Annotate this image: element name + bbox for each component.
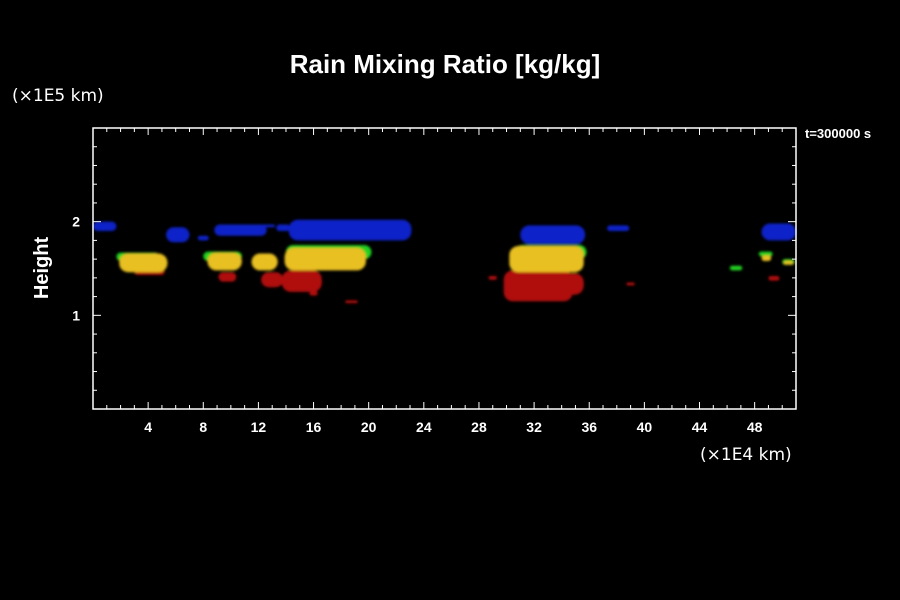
x-tick-label: 4 <box>144 419 152 435</box>
x-tick-label: 40 <box>637 419 653 435</box>
y-tick-labels: 12 <box>72 214 80 324</box>
chart-title: Rain Mixing Ratio [kg/kg] <box>290 49 601 79</box>
red-rain-region <box>503 270 573 302</box>
yellow-rain-region <box>119 253 168 273</box>
x-tick-label: 28 <box>471 419 487 435</box>
red-rain-region <box>626 282 635 286</box>
x-tick-label: 36 <box>581 419 597 435</box>
blue-rain-region <box>761 223 796 241</box>
x-tick-label: 16 <box>306 419 322 435</box>
y-tick-label: 2 <box>72 214 80 230</box>
red-rain-region <box>309 290 318 296</box>
yellow-rain-region <box>284 247 366 271</box>
x-scale-label: (×1E4 km) <box>700 445 792 465</box>
plot-background <box>93 128 796 409</box>
x-tick-label: 20 <box>361 419 377 435</box>
red-rain-region <box>564 273 584 295</box>
red-rain-region <box>768 275 780 281</box>
red-rain-region <box>261 272 284 288</box>
red-rain-region <box>345 300 358 304</box>
red-rain-region <box>488 275 497 280</box>
y-tick-label: 1 <box>72 307 80 323</box>
blue-rain-region <box>520 225 586 245</box>
time-label: t=300000 s <box>805 126 871 141</box>
blue-rain-region <box>276 224 291 232</box>
y-axis-label: Height <box>31 237 53 300</box>
plot-area <box>92 127 797 410</box>
x-tick-label: 44 <box>692 419 708 435</box>
blue-rain-region <box>288 219 412 241</box>
x-tick-label: 8 <box>199 419 207 435</box>
x-tick-label: 48 <box>747 419 763 435</box>
x-tick-label: 24 <box>416 419 432 435</box>
blue-rain-region <box>261 224 275 228</box>
blue-rain-region <box>197 235 209 241</box>
yellow-rain-region <box>251 253 278 271</box>
x-tick-label: 32 <box>526 419 542 435</box>
yellow-rain-region <box>783 261 794 265</box>
green-rain-region <box>758 251 773 257</box>
y-scale-label: (×1E5 km) <box>12 86 104 106</box>
plot-frame <box>92 127 797 410</box>
blue-rain-region <box>214 224 267 236</box>
blue-rain-region <box>93 221 117 232</box>
yellow-rain-region <box>509 246 584 273</box>
rain-field <box>93 219 796 304</box>
yellow-rain-region <box>207 252 242 271</box>
blue-rain-region <box>166 227 190 243</box>
red-rain-region <box>218 272 237 282</box>
blue-rain-region <box>607 225 630 232</box>
green-rain-region <box>729 265 743 271</box>
yellow-rain-region <box>761 255 772 262</box>
x-tick-label: 12 <box>251 419 267 435</box>
x-tick-labels: 4 8 12 16 20 24 28 32 36 40 44 48 <box>144 419 762 435</box>
red-rain-region <box>281 270 322 292</box>
